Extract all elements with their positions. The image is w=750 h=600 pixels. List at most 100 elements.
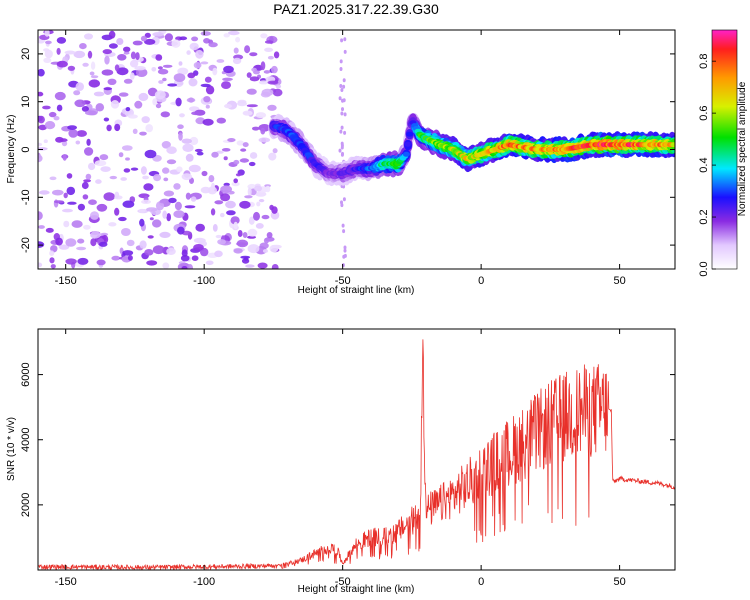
spectrogram-noise-cell <box>122 200 135 208</box>
spectrogram-noise-cell <box>79 43 87 50</box>
spectrogram-noise-cell <box>160 111 170 118</box>
spectrogram-noise-cell <box>249 76 260 82</box>
spectrogram-noise-cell <box>260 33 268 39</box>
spectrogram-noise-cell <box>268 152 277 161</box>
spectrogram-noise-cell <box>188 78 198 87</box>
spectrogram-noise-cell <box>263 237 270 244</box>
spectrogram-noise-cell <box>233 221 238 230</box>
spectrogram-ridge-cell <box>406 131 414 137</box>
snr-plot-area <box>38 329 675 570</box>
spectrogram-noise-cell <box>143 183 154 191</box>
spectrogram-noise-cell <box>340 88 344 92</box>
spectrogram-noise-cell <box>62 154 67 161</box>
spectrogram-noise-cell <box>196 151 204 156</box>
spectrogram-noise-cell <box>181 266 188 269</box>
spectrogram-noise-cell <box>85 173 92 180</box>
spectrogram-noise-cell <box>181 173 192 181</box>
x-tick-label: 50 <box>613 275 625 287</box>
spectrogram-noise-cell <box>227 138 236 142</box>
spectrogram-noise-cell <box>141 199 151 204</box>
spectrogram-noise-cell <box>340 200 343 205</box>
spectrogram-noise-cell <box>118 152 124 158</box>
spectrogram-noise-cell <box>44 49 53 59</box>
colorbar-tick-label: 0.4 <box>698 157 710 172</box>
spectrogram-x-ticks: -150 -100 -50 0 50 <box>55 30 626 287</box>
spectrogram-noise-cell <box>340 111 344 116</box>
spectrogram-noise-cell <box>152 219 162 228</box>
spectrogram-noise-cell <box>179 36 188 41</box>
snr-panel: -150 -100 -50 0 50 2000 4000 6000 Height of st… <box>6 328 676 595</box>
spectrogram-noise-cell <box>88 199 97 205</box>
spectrogram-noise-cell <box>49 257 55 264</box>
y-tick-label: 10 <box>20 96 32 108</box>
spectrogram-noise-cell <box>106 124 112 132</box>
spectrogram-noise-cell <box>111 255 121 261</box>
spectrogram-noise-cell <box>275 84 282 89</box>
spectrogram-noise-cell <box>167 83 178 87</box>
spectrogram-noise-cell <box>153 174 162 182</box>
spectrogram-noise-cell <box>67 125 77 130</box>
spectrogram-noise-cell <box>96 259 106 266</box>
spectrogram-noise-cell <box>129 59 139 68</box>
spectrogram-noise-cell <box>74 99 86 108</box>
spectrogram-noise-cell <box>171 39 181 48</box>
spectrogram-noise-cell <box>146 260 158 266</box>
spectrogram-noise-cell <box>102 49 113 55</box>
spectrogram-noise-cell <box>56 104 63 112</box>
spectrogram-noise-cell <box>53 200 65 204</box>
colorbar-frame <box>711 29 738 270</box>
spectrogram-noise-cell <box>190 196 197 202</box>
spectrogram-noise-cell <box>108 30 116 39</box>
spectrogram-noise-cell <box>339 84 343 88</box>
spectrogram-noise-cell <box>88 79 101 88</box>
spectrogram-noise-cell <box>138 92 149 102</box>
spectrogram-noise-cell <box>200 83 211 88</box>
spectrogram-noise-cell <box>76 130 87 137</box>
spectrogram-noise-cell <box>45 227 54 233</box>
spectrogram-noise-cell <box>253 70 260 75</box>
spectrogram-noise-cell <box>257 262 268 269</box>
spectrogram-noise-cell <box>174 201 182 211</box>
spectrogram-noise-cell <box>341 223 345 228</box>
spectrogram-noise-cell <box>248 161 256 167</box>
spectrogram-noise-cell <box>127 255 133 261</box>
colorbar: 0.0 0.2 0.4 0.6 0.8 Normalized spectral ampl… <box>698 29 748 277</box>
spectrogram-noise-cell <box>68 129 78 138</box>
spectrogram-noise-cell <box>42 105 51 110</box>
spectrogram-noise-cell <box>152 245 165 255</box>
spectrogram-noise-cell <box>222 77 233 82</box>
spectrogram-noise-cell <box>343 112 347 117</box>
spectrogram-noise-cell <box>116 67 129 76</box>
spectrogram-noise-cell <box>142 175 150 180</box>
spectrogram-x-axis-label: Height of straight line (km) <box>298 285 415 296</box>
spectrogram-noise-cell <box>126 239 135 247</box>
spectrogram-noise-cell <box>260 127 266 135</box>
spectrogram-noise-cell <box>233 248 243 254</box>
spectrogram-noise-cell <box>220 193 231 202</box>
spectrogram-noise-cell <box>185 153 194 162</box>
spectrogram-noise-cell <box>341 107 344 112</box>
spectrogram-noise-cell <box>66 173 73 179</box>
spectrogram-noise-cell <box>38 154 43 163</box>
snr-x-axis-label: Height of straight line (km) <box>298 584 415 595</box>
spectrogram-noise-cell <box>256 201 261 207</box>
spectrogram-noise-cell <box>224 103 232 109</box>
spectrogram-noise-cell <box>56 37 67 44</box>
spectrogram-noise-cell <box>82 194 89 200</box>
spectrogram-noise-cell <box>179 113 185 118</box>
spectrogram-noise-cell <box>100 232 109 236</box>
spectrogram-noise-cell <box>146 207 158 212</box>
spectrogram-noise-cell <box>220 185 233 193</box>
spectrogram-ridge-cell <box>402 151 410 157</box>
spectrogram-noise-cell <box>205 85 215 95</box>
spectrogram-noise-cell <box>203 96 211 103</box>
spectrogram-noise-cell <box>63 220 70 228</box>
spectrogram-noise-cell <box>223 156 228 161</box>
spectrogram-noise-cell <box>340 38 344 43</box>
spectrogram-noise-cell <box>151 67 157 72</box>
spectrogram-noise-cell <box>104 55 110 65</box>
spectrogram-noise-cell <box>177 124 184 129</box>
spectrogram-noise-cell <box>149 217 154 221</box>
spectrogram-noise-cell <box>108 43 118 49</box>
spectrogram-noise-cell <box>49 250 55 256</box>
